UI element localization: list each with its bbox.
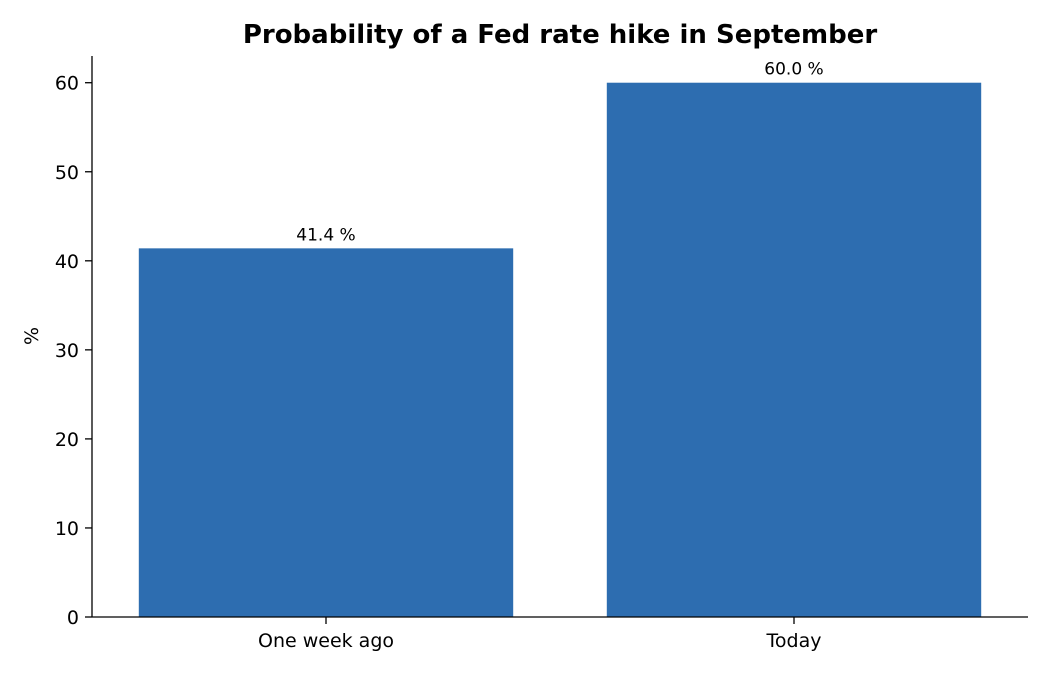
y-tick-label-5: 50 [55, 162, 79, 184]
chart-title: Probability of a Fed rate hike in Septem… [243, 20, 878, 50]
y-axis-label: % [21, 327, 43, 345]
x-axis-ticks: One week ago Today [258, 617, 821, 652]
y-tick-label-3: 30 [55, 340, 79, 362]
y-axis-ticks: 0 10 20 30 40 50 60 [55, 73, 92, 629]
y-tick-label-0: 0 [67, 607, 79, 629]
bar-group [138, 82, 982, 618]
x-tick-label-1: Today [766, 630, 822, 652]
bar-0 [138, 248, 514, 618]
y-tick-label-6: 60 [55, 73, 79, 95]
x-tick-label-0: One week ago [258, 630, 394, 652]
data-label-0: 41.4 % [296, 225, 355, 245]
data-label-group: 41.4 % 60.0 % [296, 60, 823, 246]
data-label-1: 60.0 % [764, 60, 823, 80]
bar-1 [606, 82, 982, 617]
y-tick-label-1: 10 [55, 518, 79, 540]
y-tick-label-4: 40 [55, 251, 79, 273]
y-tick-label-2: 20 [55, 429, 79, 451]
